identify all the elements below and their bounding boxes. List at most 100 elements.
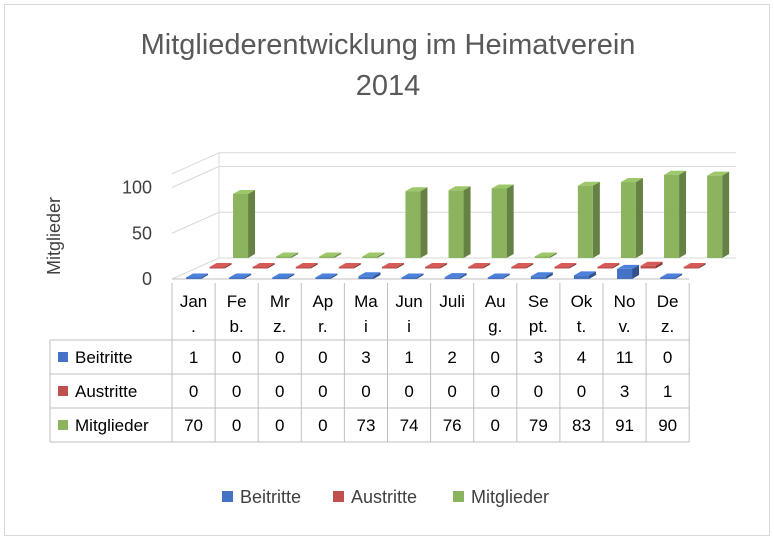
bar-austritte-1-top [209,263,232,267]
bar-austritte-5 [381,267,397,269]
bar-beitritte-12-side [675,273,683,279]
bar-beitritte-5 [358,276,374,279]
bar-mitglieder-1-top [233,189,256,194]
category-label: De [657,292,679,311]
bar-mitglieder-10-side [635,178,643,258]
table-cell: 0 [318,382,327,401]
category-label-wrap: i [364,317,368,336]
table-cell: 0 [361,382,370,401]
bar-mitglieder-4 [362,256,378,258]
table-cell: 91 [615,416,634,435]
table-cell: 0 [491,348,500,367]
bar-beitritte-10-side [588,271,596,279]
bar-austritte-10-top [597,263,620,267]
bar-austritte-4-side [353,263,361,269]
bar-austritte-8-side [526,263,534,269]
y-tick-label: 50 [132,223,152,243]
category-label: Se [528,292,549,311]
table-cell: 0 [663,348,672,367]
bar-mitglieder-9-top [577,181,600,186]
bar-mitglieder-3-side [334,252,342,258]
bar-mitglieder-11 [664,174,680,258]
table-cell: 0 [447,382,456,401]
bar-beitritte-3-top [272,273,295,278]
bar-austritte-11 [640,265,656,269]
bar-beitritte-8-top [487,273,510,278]
bar-austritte-9 [554,267,570,269]
bar-beitritte-11 [617,268,633,279]
bar-mitglieder-1 [233,193,249,258]
bar-beitritte-8 [487,277,503,279]
table-cell: 3 [361,348,370,367]
bar-beitritte-2-side [244,273,252,279]
table-cell: 2 [447,348,456,367]
bar-mitglieder-10 [620,182,636,258]
bar-austritte-7 [468,267,484,269]
bar-mitglieder-10-top [620,178,643,183]
bar-austritte-3 [295,267,311,269]
table-key-beitritte [58,352,68,362]
legend-label-mitglieder: Mitglieder [471,487,549,507]
bar-mitglieder-5 [405,191,421,258]
bar-austritte-12-side [698,263,706,269]
bar-beitritte-4-top [315,273,338,278]
table-cell: 0 [318,416,327,435]
bar-beitritte-9-top [530,272,553,277]
legend-key-beitritte [222,491,233,502]
bar-beitritte-9-side [545,272,553,279]
table-cell: 0 [491,382,500,401]
bar-austritte-4 [338,267,354,269]
table-cell: 90 [658,416,677,435]
table-key-austritte [58,386,68,396]
bar-beitritte-1-side [201,273,209,279]
bar-mitglieder-8 [534,256,550,258]
bar-mitglieder-8-side [549,252,557,258]
bar-mitglieder-2-side [291,252,299,258]
bar-mitglieder-11-top [664,170,687,175]
bar-austritte-8 [511,267,527,269]
chart-title-line-2: 2014 [356,70,421,102]
bar-austritte-12-top [683,263,706,267]
chart-title-line-1: Mitgliederentwicklung im Heimatverein [141,29,636,61]
bar-austritte-6 [425,267,441,269]
bar-mitglieder-7 [491,188,507,258]
bar-austritte-11-top [640,261,663,266]
bar-beitritte-7-side [459,273,467,279]
bar-beitritte-6 [401,277,417,279]
bar-beitritte-1 [186,277,202,279]
legend-label-austritte: Austritte [351,487,417,507]
category-label: Au [485,292,506,311]
bar-beitritte-8-side [502,273,510,279]
bar-austritte-5-top [381,263,404,267]
table-row-label: Beitritte [75,348,133,367]
y-axis-label: Mitglieder [44,197,64,275]
table-cell: 0 [275,348,284,367]
bar-mitglieder-9-side [592,181,600,258]
table-cell: 83 [572,416,591,435]
bar-mitglieder-6 [448,190,464,258]
bar-beitritte-6-top [401,273,424,278]
bar-austritte-2-top [252,263,275,267]
gridline-side [171,211,220,234]
table-cell: 0 [232,382,241,401]
bar-mitglieder-12 [707,175,723,258]
bar-austritte-4-top [338,263,361,267]
table-cell: 4 [577,348,586,367]
gridline-side-top [171,152,220,175]
table-cell: 11 [616,348,634,367]
bar-austritte-6-side [440,263,448,269]
bar-beitritte-4 [315,277,331,279]
category-label: Mr [270,292,290,311]
gridline-side [171,257,220,280]
table-cell: 0 [577,382,586,401]
category-label: Jun [395,292,422,311]
bar-austritte-7-side [483,263,491,269]
category-label-wrap: pt. [529,317,548,336]
bar-beitritte-1-top [186,273,209,278]
table-cell: 70 [184,416,203,435]
category-label-wrap: g. [488,317,502,336]
table-cell: 0 [534,382,543,401]
bar-austritte-7-top [468,263,491,267]
category-label: Jan [180,292,207,311]
bar-austritte-1 [209,267,225,269]
